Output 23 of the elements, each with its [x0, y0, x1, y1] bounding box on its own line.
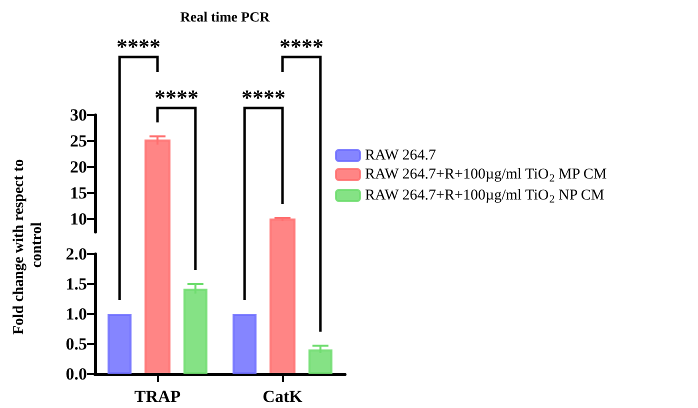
text: **** — [116, 34, 161, 59]
text: **** — [279, 34, 324, 59]
y-tick-label: 30 — [70, 106, 87, 124]
y-tick-label: 2.0 — [66, 244, 87, 264]
y-axis-title: Fold change with respect to control — [11, 155, 45, 335]
y-tick-label: 25 — [70, 132, 87, 150]
chart-title: Real time PCR — [180, 10, 271, 26]
bar — [183, 288, 208, 374]
y-tick-label: 1.0 — [66, 304, 87, 324]
y-tick-label: 0.0 — [66, 364, 87, 384]
bar — [232, 314, 257, 374]
text: **** — [242, 85, 286, 110]
text: **** — [154, 85, 198, 110]
bar — [308, 349, 332, 374]
legend-label: RAW 264.7 — [365, 148, 437, 164]
y-tick-label: 10 — [70, 210, 87, 228]
x-tick-label: TRAP — [134, 387, 181, 406]
bar — [108, 314, 132, 374]
y-tick-label: 0.5 — [66, 334, 87, 354]
x-tick-label: CatK — [262, 387, 304, 406]
y-tick-label: 20 — [70, 158, 87, 176]
y-tick-label: 15 — [70, 184, 87, 202]
y-tick-label: 1.5 — [66, 274, 87, 294]
